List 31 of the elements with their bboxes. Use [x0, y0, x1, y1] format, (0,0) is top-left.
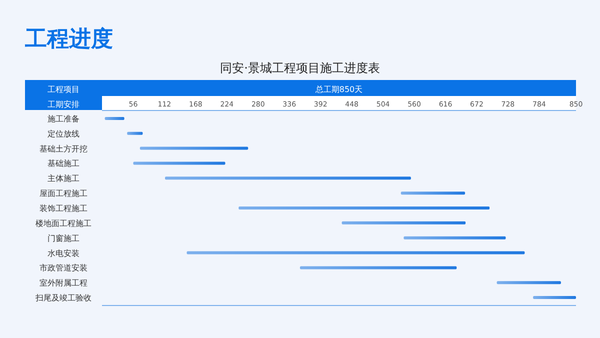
y-tick-label: 门窗施工: [48, 234, 80, 243]
y-tick-label: 水电安装: [48, 248, 80, 258]
y-tick-label: 主体施工: [48, 174, 80, 184]
y-tick-label: 扫尾及竣工验收: [34, 294, 92, 303]
bar: [127, 132, 143, 135]
y-tick-label: 屋面工程施工: [40, 189, 88, 198]
y-tick-label: 施工准备: [48, 114, 80, 124]
y-tick-label: 装饰工程施工: [40, 204, 88, 213]
y-tick-label: 市政管道安装: [40, 264, 88, 273]
bar: [104, 116, 124, 120]
bar: [133, 162, 226, 165]
bar: [400, 192, 466, 195]
chart-title: 工程进度: [24, 26, 113, 52]
y-tick-label: 室外附属工程: [40, 278, 88, 288]
bar: [533, 296, 576, 300]
y-tick-label: 基础施工: [48, 159, 80, 168]
bar: [496, 281, 561, 284]
y-axis-title: 工程项目: [48, 85, 80, 94]
y-tick-label: 楼地面工程施工: [36, 218, 92, 228]
bar: [140, 146, 248, 150]
bar: [300, 266, 457, 270]
text: 工期安排: [48, 100, 80, 109]
bar: [165, 176, 411, 180]
bar: [404, 236, 506, 240]
chart-subtitle: 同安·景城工程项目施工进度表: [220, 61, 380, 75]
y-tick-label: 定位放线: [48, 129, 80, 138]
bar: [342, 221, 466, 224]
bar: [238, 206, 490, 210]
y-tick-label: 基础土方开挖: [40, 144, 88, 154]
bar: [186, 251, 525, 254]
x-axis-title: 总工期850天: [314, 85, 363, 94]
